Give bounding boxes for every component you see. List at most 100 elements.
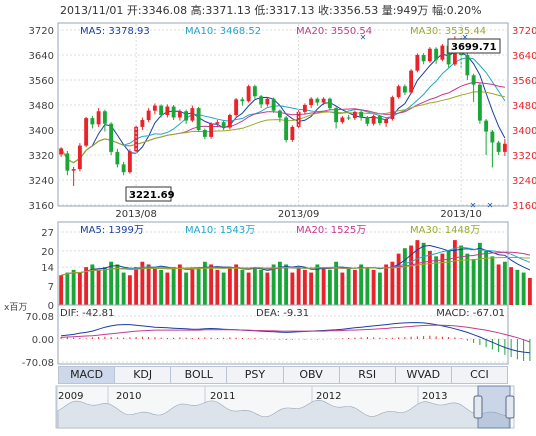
tab-wvad[interactable]: WVAD	[395, 366, 452, 384]
candle-body[interactable]	[259, 96, 264, 105]
volume-bar[interactable]	[365, 267, 370, 305]
volume-bar[interactable]	[171, 267, 176, 305]
candle-body[interactable]	[402, 86, 407, 93]
candle-body[interactable]	[396, 86, 401, 98]
candle-body[interactable]	[327, 98, 332, 109]
volume-bar[interactable]	[140, 261, 145, 305]
candle-body[interactable]	[84, 118, 89, 146]
candle-body[interactable]	[115, 151, 120, 165]
volume-bar[interactable]	[146, 264, 151, 305]
volume-bar[interactable]	[84, 267, 89, 305]
candle-body[interactable]	[465, 55, 470, 76]
volume-bar[interactable]	[402, 248, 407, 305]
candle-body[interactable]	[302, 105, 307, 112]
candle-body[interactable]	[221, 122, 226, 128]
volume-bar[interactable]	[259, 269, 264, 305]
volume-bar[interactable]	[515, 269, 520, 305]
volume-bar[interactable]	[65, 272, 70, 305]
volume-bar[interactable]	[152, 267, 157, 305]
candle-body[interactable]	[59, 148, 64, 155]
volume-bar[interactable]	[346, 267, 351, 305]
volume-bar[interactable]	[165, 272, 170, 305]
volume-bar[interactable]	[409, 245, 414, 305]
volume-bar[interactable]	[496, 264, 501, 305]
volume-bar[interactable]	[90, 264, 95, 305]
volume-bar[interactable]	[209, 264, 214, 305]
candle-body[interactable]	[309, 98, 314, 105]
volume-bar[interactable]	[102, 267, 107, 305]
volume-panel[interactable]: 27 20 14 7 0 MA5: 1399万 MA10: 1543万 MA20: 1525万…	[41, 221, 532, 312]
volume-bar[interactable]	[121, 272, 126, 305]
candle-body[interactable]	[209, 123, 214, 137]
volume-bar[interactable]	[109, 261, 114, 305]
timeline-left-handle[interactable]	[473, 395, 483, 419]
candle-body[interactable]	[315, 98, 320, 103]
volume-bar[interactable]	[377, 272, 382, 305]
volume-bar[interactable]	[352, 269, 357, 305]
tab-rsi[interactable]: RSI	[339, 366, 396, 384]
candle-body[interactable]	[159, 105, 164, 115]
volume-bar[interactable]	[190, 269, 195, 305]
volume-bar[interactable]	[290, 272, 295, 305]
candle-body[interactable]	[296, 111, 301, 127]
candle-body[interactable]	[377, 115, 382, 124]
candle-body[interactable]	[102, 111, 107, 124]
candle-body[interactable]	[471, 75, 476, 85]
volume-bar[interactable]	[215, 269, 220, 305]
candle-body[interactable]	[171, 106, 176, 118]
candle-body[interactable]	[490, 131, 495, 143]
volume-bar[interactable]	[296, 267, 301, 305]
volume-bar[interactable]	[234, 264, 239, 305]
volume-bar[interactable]	[521, 272, 526, 305]
candle-body[interactable]	[190, 108, 195, 121]
volume-bar[interactable]	[177, 264, 182, 305]
volume-bar[interactable]	[252, 267, 257, 305]
candle-body[interactable]	[152, 105, 157, 111]
timeline-navigator[interactable]: 2009 2010 2011 2012 2013	[55, 385, 515, 429]
candle-body[interactable]	[496, 142, 501, 152]
volume-bar[interactable]	[452, 240, 457, 305]
candle-body[interactable]	[346, 117, 351, 119]
candle-body[interactable]	[90, 118, 95, 125]
candle-body[interactable]	[246, 86, 251, 102]
volume-bar[interactable]	[465, 253, 470, 305]
candle-body[interactable]	[184, 111, 189, 121]
candle-body[interactable]	[284, 117, 289, 141]
volume-bar[interactable]	[159, 269, 164, 305]
candle-body[interactable]	[227, 115, 232, 128]
volume-bar[interactable]	[271, 264, 276, 305]
candle-body[interactable]	[334, 108, 339, 123]
volume-bar[interactable]	[359, 264, 364, 305]
timeline-range-window[interactable]	[477, 385, 511, 429]
volume-bar[interactable]	[477, 242, 482, 305]
volume-bar[interactable]	[284, 264, 289, 305]
volume-bar[interactable]	[115, 264, 120, 305]
volume-bar[interactable]	[502, 261, 507, 305]
volume-bar[interactable]	[384, 264, 389, 305]
candle-body[interactable]	[415, 55, 420, 71]
candle-body[interactable]	[240, 99, 245, 102]
candle-body[interactable]	[134, 126, 139, 152]
price-panel[interactable]: 3720 3720 3640 3640 3560 3560 3480 3480 3400 3400…	[29, 22, 536, 220]
volume-bar[interactable]	[459, 245, 464, 305]
volume-bar[interactable]	[221, 272, 226, 305]
candle-body[interactable]	[140, 120, 145, 127]
candle-body[interactable]	[340, 117, 345, 123]
volume-bar[interactable]	[390, 261, 395, 305]
volume-bar[interactable]	[484, 250, 489, 305]
volume-bar[interactable]	[315, 264, 320, 305]
candle-body[interactable]	[484, 120, 489, 132]
candle-body[interactable]	[384, 119, 389, 124]
volume-bar[interactable]	[509, 267, 514, 305]
volume-bar[interactable]	[340, 272, 345, 305]
candle-body[interactable]	[77, 145, 82, 170]
candle-body[interactable]	[409, 70, 414, 93]
volume-bar[interactable]	[427, 250, 432, 305]
tab-psy[interactable]: PSY	[227, 366, 284, 384]
volume-bar[interactable]	[265, 272, 270, 305]
candle-body[interactable]	[321, 98, 326, 103]
volume-bar[interactable]	[327, 269, 332, 305]
candle-body[interactable]	[352, 111, 357, 119]
volume-bar[interactable]	[277, 261, 282, 305]
timeline-right-handle[interactable]	[505, 395, 515, 419]
